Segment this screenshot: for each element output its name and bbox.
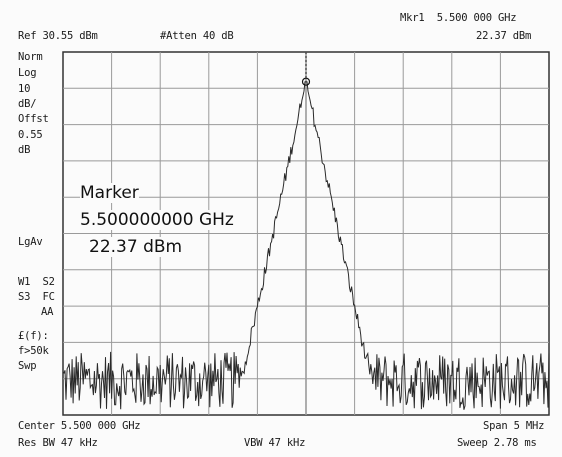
marker-box-title: Marker [80,183,139,203]
marker-amplitude-readout: 22.37 dBm [476,30,532,42]
graticule-grid [63,52,549,415]
span: Span 5 MHz [483,420,545,432]
offset-label: Offst [18,113,49,125]
marker-point[interactable] [301,77,311,86]
trace-status-2: S3 FC [18,291,55,303]
marker-box-frequency: 5.500000000 GHz [80,210,234,230]
attenuation: #Atten 40 dB [160,30,234,42]
spectrum-trace [62,81,550,410]
center-frequency: Center 5.500 000 GHz [18,420,141,432]
resolution-bandwidth: Res BW 47 kHz [18,437,98,449]
ref-level: Ref 30.55 dBm [18,30,98,42]
freq-correction-1: £(f): [18,330,49,342]
freq-correction-2: f>50k [18,345,49,357]
sweep-time: Sweep 2.78 ms [457,437,537,449]
scale-unit: dB/ [18,98,37,110]
video-bandwidth: VBW 47 kHz [244,437,306,449]
scale-value: 10 [18,83,31,95]
trace-status-1: W1 S2 [18,276,55,288]
marker-readout: Mkr1 5.500 000 GHz [400,12,517,24]
sweep-type: Swp [18,360,37,372]
marker-box-amplitude: 22.37 dBm [89,237,183,257]
detector-mode: Norm [18,51,43,63]
offset-unit: dB [18,144,31,156]
trace-status-3: AA [41,306,54,318]
scale-type: Log [18,67,37,79]
offset-value: 0.55 [18,129,43,141]
averaging-mode: LgAv [18,236,43,248]
